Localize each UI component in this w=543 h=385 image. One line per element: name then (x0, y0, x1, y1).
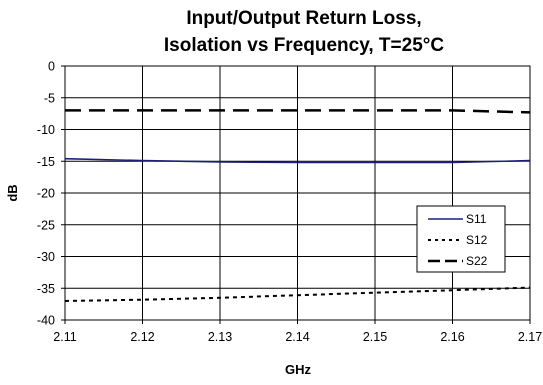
y-axis-label: dB (5, 184, 20, 201)
legend-label-s22: S22 (466, 254, 488, 268)
legend: S11 S12 S22 (416, 205, 506, 273)
series-line-s22 (65, 109, 531, 114)
legend-label-s12: S12 (466, 233, 488, 247)
y-tick-label: -15 (37, 155, 55, 169)
x-tick-label: 2.14 (285, 330, 309, 344)
y-tick-label: 0 (48, 60, 55, 74)
chart-title: Input/Output Return Loss, Isolation vs F… (164, 8, 444, 56)
y-tick-label: -20 (37, 187, 55, 201)
legend-label-s11: S11 (466, 212, 487, 226)
x-tick-label: 2.15 (363, 330, 387, 344)
y-tick-label: -35 (37, 282, 55, 296)
x-tick-label: 2.11 (53, 330, 76, 344)
y-tick-label: -5 (44, 91, 55, 105)
series-line-s11 (64, 157, 531, 164)
x-tick-label: 2.12 (130, 330, 154, 344)
x-tick-label: 2.16 (440, 330, 464, 344)
x-axis-label: GHz (285, 362, 312, 377)
axis-ticks: 2.11 2.12 2.13 2.14 2.15 2.16 2.17 0 -5 -10 -15 -20… (37, 60, 542, 345)
y-tick-label: -40 (37, 314, 55, 328)
chart-title-line-2: Isolation vs Frequency, T=25°C (164, 35, 444, 56)
chart-title-line-1: Input/Output Return Loss, (186, 8, 421, 29)
y-tick-label: -10 (37, 123, 55, 137)
y-tick-label: -25 (37, 218, 55, 232)
series-lines (64, 109, 531, 302)
y-tick-label: -30 (37, 250, 55, 264)
x-tick-label: 2.13 (208, 330, 232, 344)
grid (65, 66, 530, 320)
series-line-s12 (64, 286, 531, 302)
x-tick-label: 2.17 (518, 330, 542, 344)
